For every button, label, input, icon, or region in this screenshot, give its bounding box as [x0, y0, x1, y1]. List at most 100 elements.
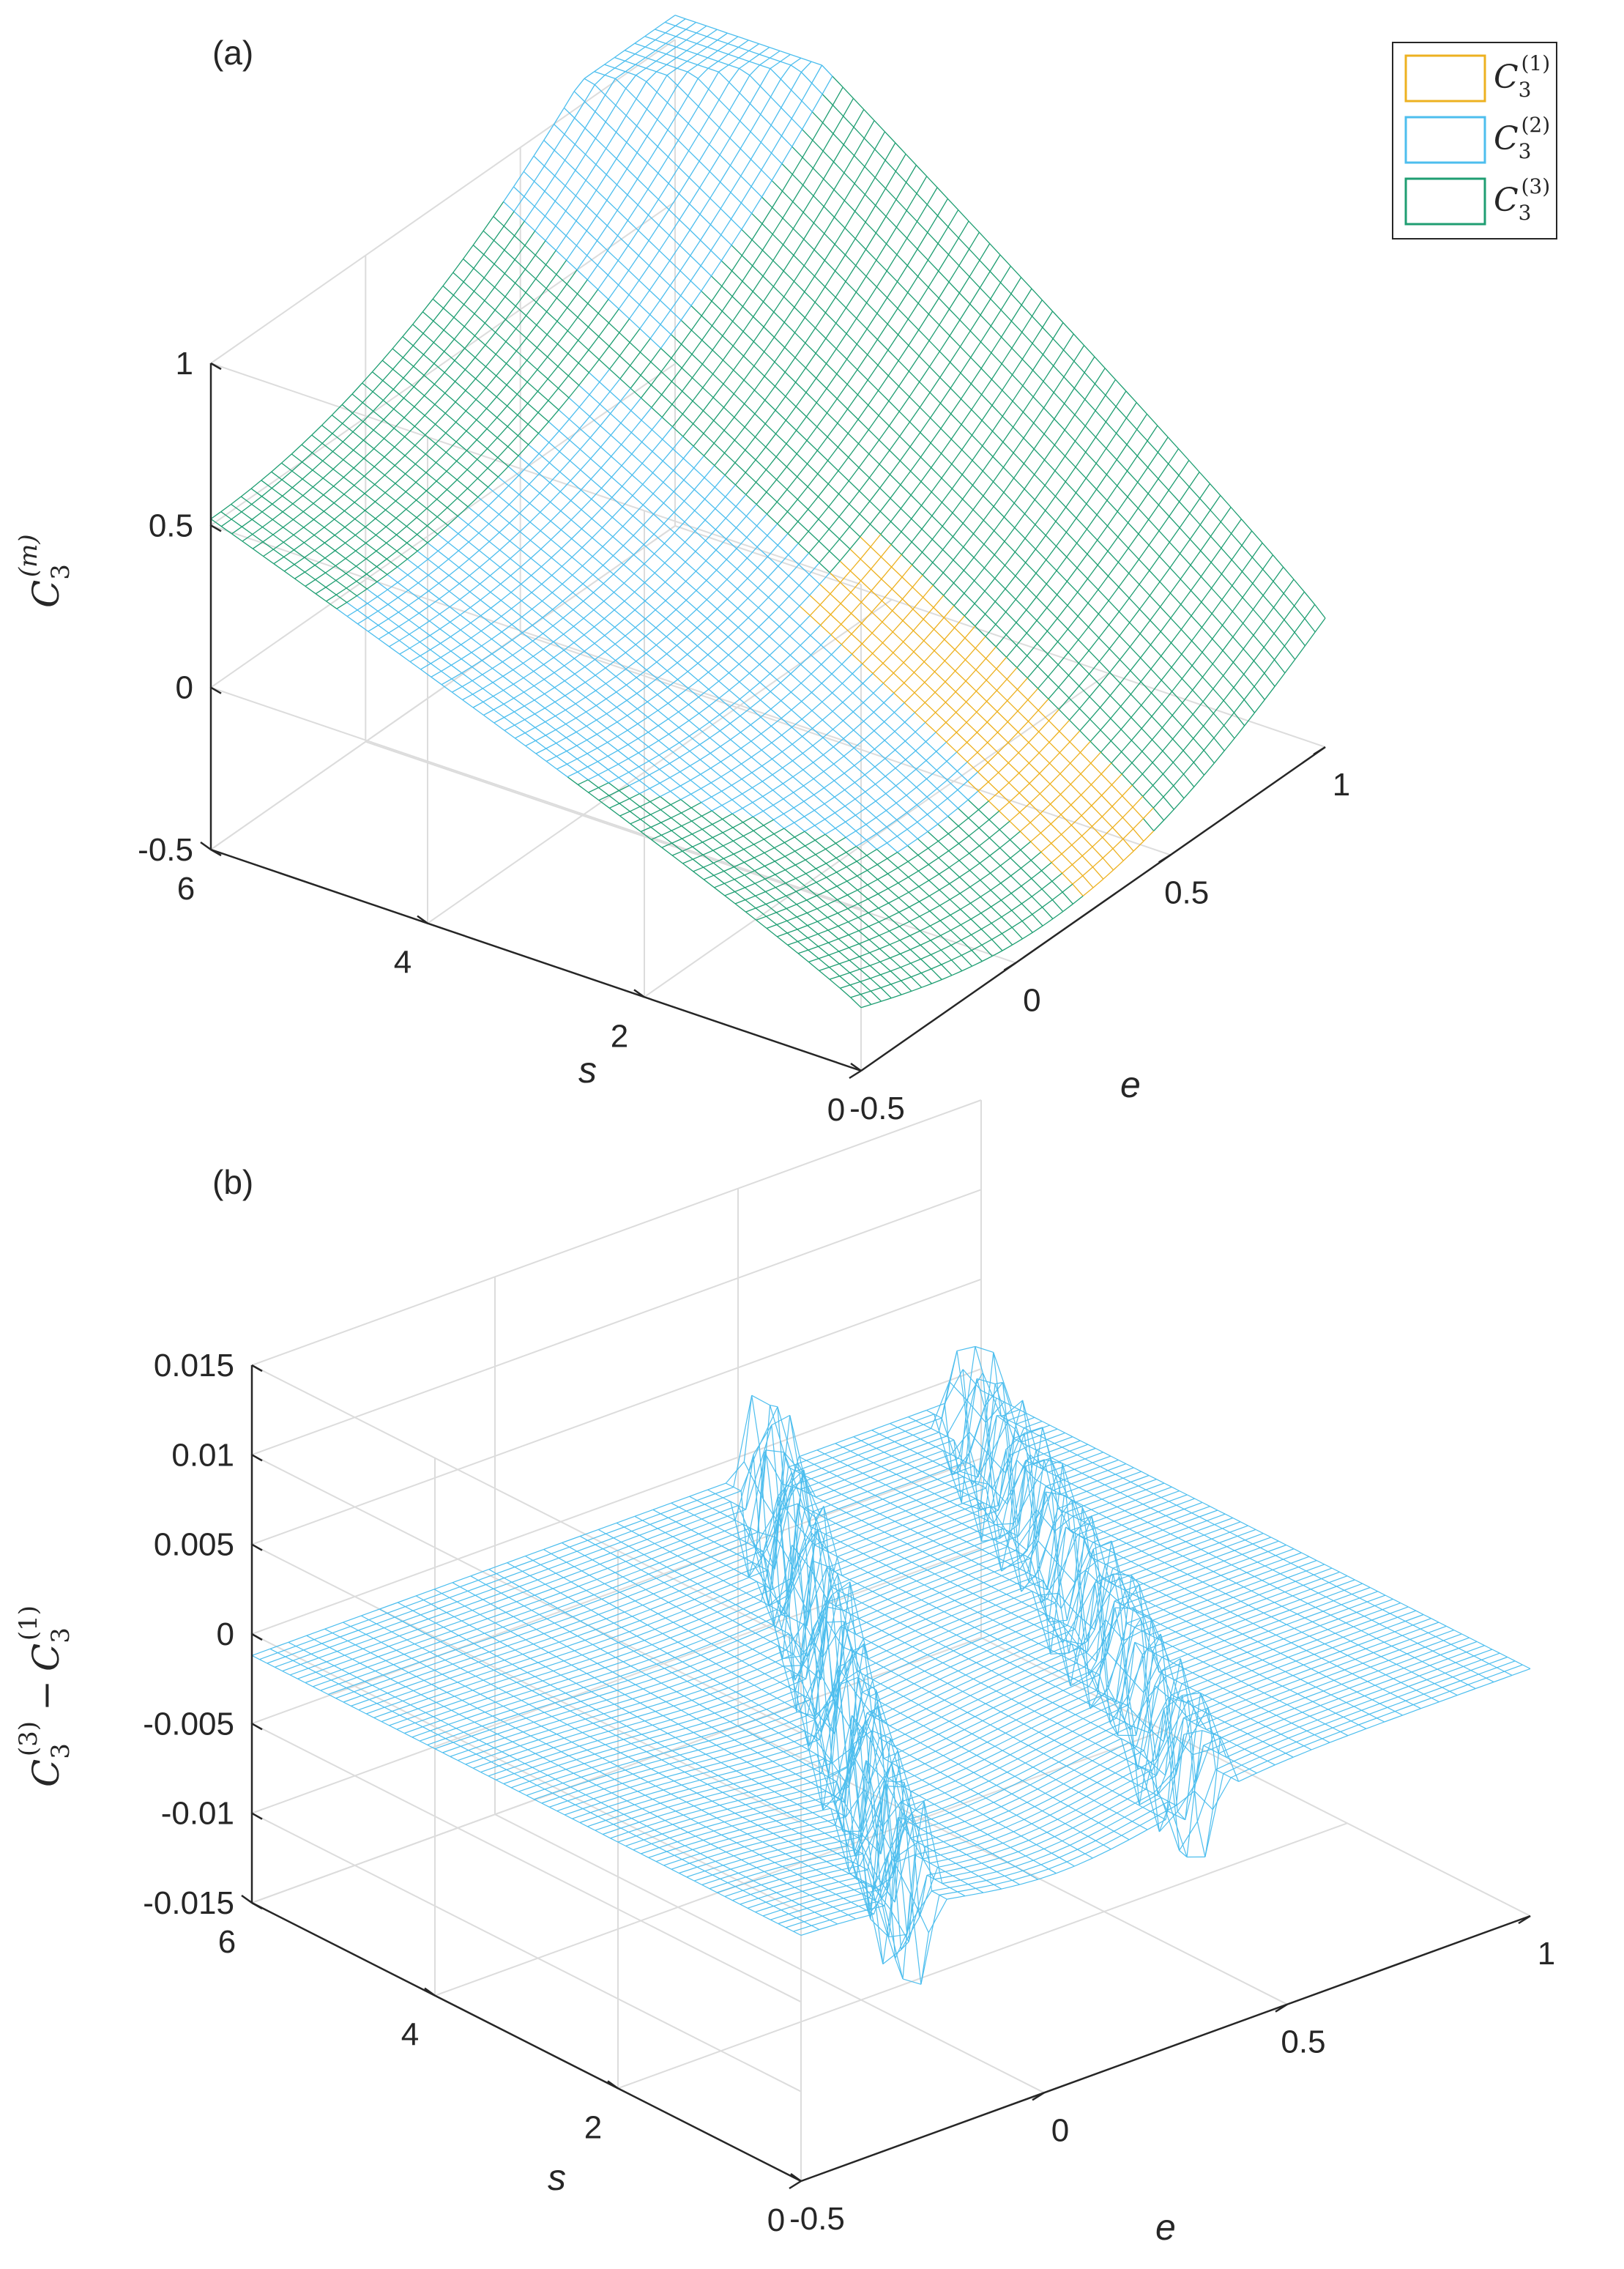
- surface-mesh-line: [633, 535, 644, 546]
- surface-mesh-line: [727, 32, 739, 37]
- surface-mesh-line: [709, 714, 720, 723]
- surface-mesh-line: [1210, 562, 1222, 575]
- surface-mesh-line: [903, 662, 915, 673]
- surface-mesh-line: [797, 486, 808, 500]
- surface-mesh-line: [865, 784, 876, 792]
- surface-mesh-line: [1092, 866, 1104, 880]
- surface-mesh-line: [836, 384, 848, 399]
- surface-mesh-line: [1180, 565, 1191, 580]
- surface-mesh-line: [797, 543, 810, 554]
- surface-mesh-line: [594, 84, 606, 96]
- surface-mesh-line: [805, 367, 817, 379]
- surface-mesh-line: [731, 296, 743, 307]
- surface-mesh-line: [612, 545, 624, 557]
- surface-mesh-line: [805, 327, 816, 343]
- surface-mesh-line: [829, 551, 841, 562]
- surface-mesh-line: [929, 905, 940, 912]
- surface-mesh-line: [1001, 321, 1012, 338]
- surface-mesh-line: [848, 456, 860, 468]
- surface-mesh-line: [545, 735, 556, 744]
- surface-mesh-line: [732, 331, 744, 346]
- surface-mesh-line: [955, 670, 966, 682]
- surface-mesh-line: [696, 618, 708, 628]
- surface-mesh-line: [1262, 581, 1274, 596]
- surface-mesh-line: [1026, 632, 1038, 645]
- surface-mesh-line: [573, 617, 584, 627]
- surface-mesh-line: [865, 833, 877, 841]
- surface-mesh-line: [829, 560, 841, 573]
- surface-mesh-line: [880, 970, 891, 976]
- surface-mesh-line: [543, 648, 554, 658]
- surface-mesh-line: [1107, 525, 1119, 538]
- surface-mesh-line: [606, 707, 617, 715]
- surface-mesh-line: [972, 460, 983, 472]
- surface-mesh-line: [904, 721, 916, 732]
- surface-mesh-line: [884, 776, 897, 787]
- surface-mesh-line: [750, 749, 762, 758]
- surface-mesh-line: [739, 672, 750, 683]
- surface-mesh-line: [647, 162, 659, 174]
- surface-mesh-line: [865, 824, 877, 834]
- surface-mesh-line: [463, 259, 474, 269]
- surface-mesh-line: [721, 799, 733, 806]
- surface-mesh-line: [729, 664, 740, 674]
- surface-mesh-line: [433, 384, 446, 394]
- surface-mesh-line: [621, 465, 633, 476]
- surface-mesh-line: [793, 785, 804, 793]
- surface-mesh-line: [636, 669, 647, 678]
- surface-mesh-line: [802, 736, 813, 746]
- surface-mesh-line: [522, 640, 534, 649]
- surface-mesh-line: [581, 498, 592, 510]
- surface-mesh-line: [904, 692, 915, 703]
- surface-mesh-line: [564, 680, 576, 690]
- surface-mesh-line: [850, 580, 862, 593]
- surface-mesh-line: [928, 286, 939, 299]
- surface-mesh-line: [961, 954, 973, 967]
- surface-mesh-line: [793, 265, 805, 282]
- surface-mesh-line: [513, 677, 524, 685]
- surface-mesh-line: [827, 925, 838, 931]
- surface-mesh-line: [577, 771, 589, 781]
- surface-mesh-line: [960, 909, 972, 920]
- surface-mesh-line: [991, 933, 1002, 940]
- surface-mesh-line: [827, 899, 838, 905]
- surface-mesh-line: [874, 758, 886, 768]
- surface-mesh-line: [1091, 795, 1103, 806]
- surface-mesh-line: [994, 554, 1005, 566]
- surface-mesh-line: [1032, 907, 1043, 915]
- surface-mesh-line: [1028, 742, 1040, 754]
- surface-mesh-line: [567, 330, 579, 341]
- surface-mesh-line: [554, 665, 565, 673]
- surface-mesh-line: [838, 503, 850, 517]
- surface-mesh-line: [542, 617, 554, 627]
- surface-mesh-line: [893, 652, 904, 664]
- surface-mesh-line: [731, 799, 743, 809]
- surface-mesh-line: [625, 115, 638, 127]
- surface-mesh-line: [1203, 749, 1215, 764]
- surface-mesh-line: [628, 771, 640, 781]
- surface-mesh-line: [611, 456, 622, 467]
- surface-mesh-line: [1022, 396, 1034, 412]
- surface-mesh-line: [930, 442, 942, 454]
- surface-mesh-line: [1152, 762, 1163, 775]
- surface-mesh-line: [734, 484, 747, 495]
- surface-mesh-line: [591, 508, 603, 519]
- surface-mesh-line: [815, 327, 827, 339]
- surface-mesh-line: [1193, 749, 1204, 763]
- surface-mesh-line: [513, 669, 524, 679]
- surface-mesh-line: [440, 636, 451, 644]
- surface-mesh-line: [778, 575, 789, 587]
- surface-mesh-line: [1002, 452, 1014, 468]
- surface-mesh-line: [787, 532, 799, 544]
- surface-mesh-line: [875, 205, 887, 217]
- surface-mesh-line: [332, 450, 344, 461]
- surface-mesh-line: [1032, 913, 1043, 926]
- surface-mesh-line: [865, 801, 876, 809]
- surface-mesh-line: [977, 771, 989, 783]
- surface-mesh-line: [729, 110, 741, 122]
- surface-mesh-line: [1021, 903, 1033, 915]
- surface-mesh-line: [586, 230, 597, 242]
- surface-mesh-line: [794, 357, 806, 368]
- surface-mesh-line: [471, 630, 482, 639]
- surface-mesh-line: [878, 921, 890, 932]
